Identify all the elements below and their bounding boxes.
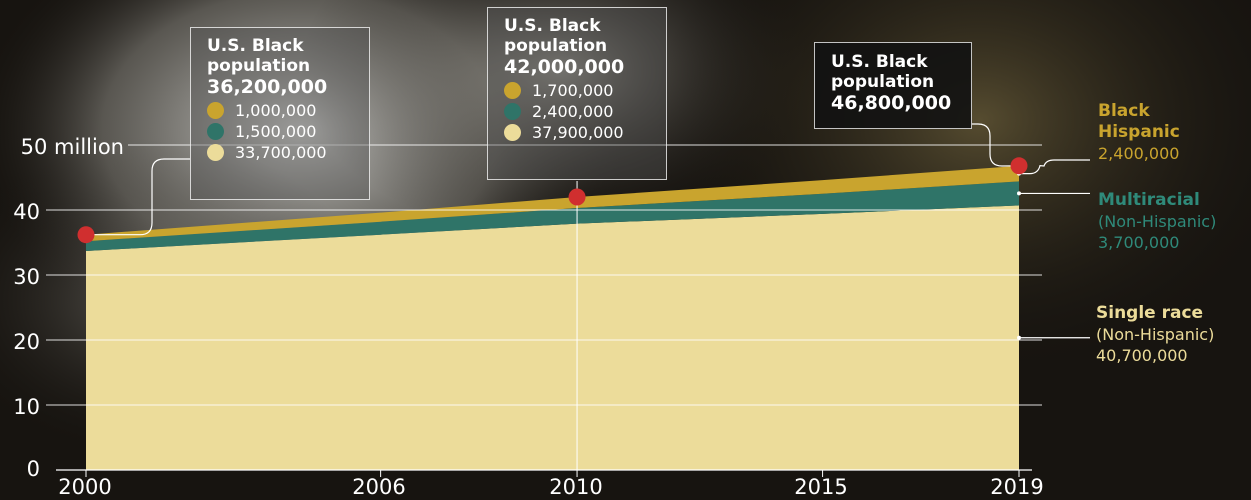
total-marker-2000 <box>77 226 95 244</box>
callout-item-hispanic: 1,000,000 <box>207 100 355 121</box>
series-subtitle: (Non-Hispanic) <box>1098 212 1217 231</box>
series-name: Hispanic <box>1098 122 1180 142</box>
side-label-multiracial: Multiracial (Non-Hispanic) 3,700,000 <box>1098 190 1216 253</box>
callout-item-single: 33,700,000 <box>207 142 355 163</box>
single-race-swatch <box>207 144 224 161</box>
callout-title-line2: population <box>504 36 608 56</box>
callout-item-hispanic: 1,700,000 <box>504 80 652 101</box>
series-name: Black <box>1098 101 1150 121</box>
callout-total: 46,800,000 <box>831 92 952 114</box>
series-leader-black-hispanic <box>1019 159 1090 175</box>
callout-item-single: 37,900,000 <box>504 122 652 143</box>
multiracial-swatch <box>207 123 224 140</box>
leader-anchor-dot <box>1017 191 1021 196</box>
series-name: Single race <box>1096 303 1204 323</box>
series-value: 2,400,000 <box>1098 144 1180 163</box>
y-tick-label: 10 <box>13 395 40 419</box>
callout-title-line1: U.S. Black <box>504 16 601 36</box>
side-label-black-hispanic: Black Hispanic 2,400,000 <box>1098 101 1180 164</box>
callout-item-multiracial: 1,500,000 <box>207 121 355 142</box>
callout-item-multiracial: 2,400,000 <box>504 101 652 122</box>
y-tick-label: 50 million <box>20 135 124 159</box>
callout-leader-2019 <box>972 123 1020 167</box>
callout-title-line2: population <box>207 56 311 76</box>
area-single-race <box>86 205 1019 470</box>
x-tick-label: 2019 <box>990 475 1044 499</box>
x-tick-label: 2010 <box>549 475 603 499</box>
y-tick-label: 0 <box>26 457 40 481</box>
callout-title-line1: U.S. Black <box>831 52 928 72</box>
callout-title-line2: population <box>831 72 935 92</box>
single-race-swatch <box>504 124 521 141</box>
hispanic-swatch <box>207 102 224 119</box>
series-value: 3,700,000 <box>1098 233 1180 252</box>
y-tick-label: 20 <box>13 330 40 354</box>
callout-total: 36,200,000 <box>207 76 328 98</box>
series-subtitle: (Non-Hispanic) <box>1096 325 1215 344</box>
hispanic-swatch <box>504 82 521 99</box>
area-multiracial <box>86 181 1019 251</box>
callout-leader-2000 <box>86 158 190 236</box>
leader-anchor-dot <box>1017 335 1021 340</box>
x-tick-label: 2006 <box>352 475 406 499</box>
series-name: Multiracial <box>1098 190 1200 210</box>
area-black-hispanic <box>86 165 1019 242</box>
side-label-single-race: Single race (Non-Hispanic) 40,700,000 <box>1096 303 1214 366</box>
callout-box-2010: U.S. Black population 42,000,000 1,700,0… <box>487 7 667 180</box>
total-marker-2010 <box>568 188 586 206</box>
x-tick-label: 2015 <box>794 475 848 499</box>
y-tick-label: 40 <box>13 200 40 224</box>
callout-title-line1: U.S. Black <box>207 36 304 56</box>
y-tick-label: 30 <box>13 265 40 289</box>
x-tick-label: 2000 <box>58 475 112 499</box>
callout-box-2019: U.S. Black population 46,800,000 <box>814 42 972 129</box>
total-marker-2019 <box>1010 157 1028 175</box>
callout-total: 42,000,000 <box>504 56 625 78</box>
series-value: 40,700,000 <box>1096 346 1188 365</box>
callout-box-2000: U.S. Black population 36,200,000 1,000,0… <box>190 27 370 200</box>
multiracial-swatch <box>504 103 521 120</box>
